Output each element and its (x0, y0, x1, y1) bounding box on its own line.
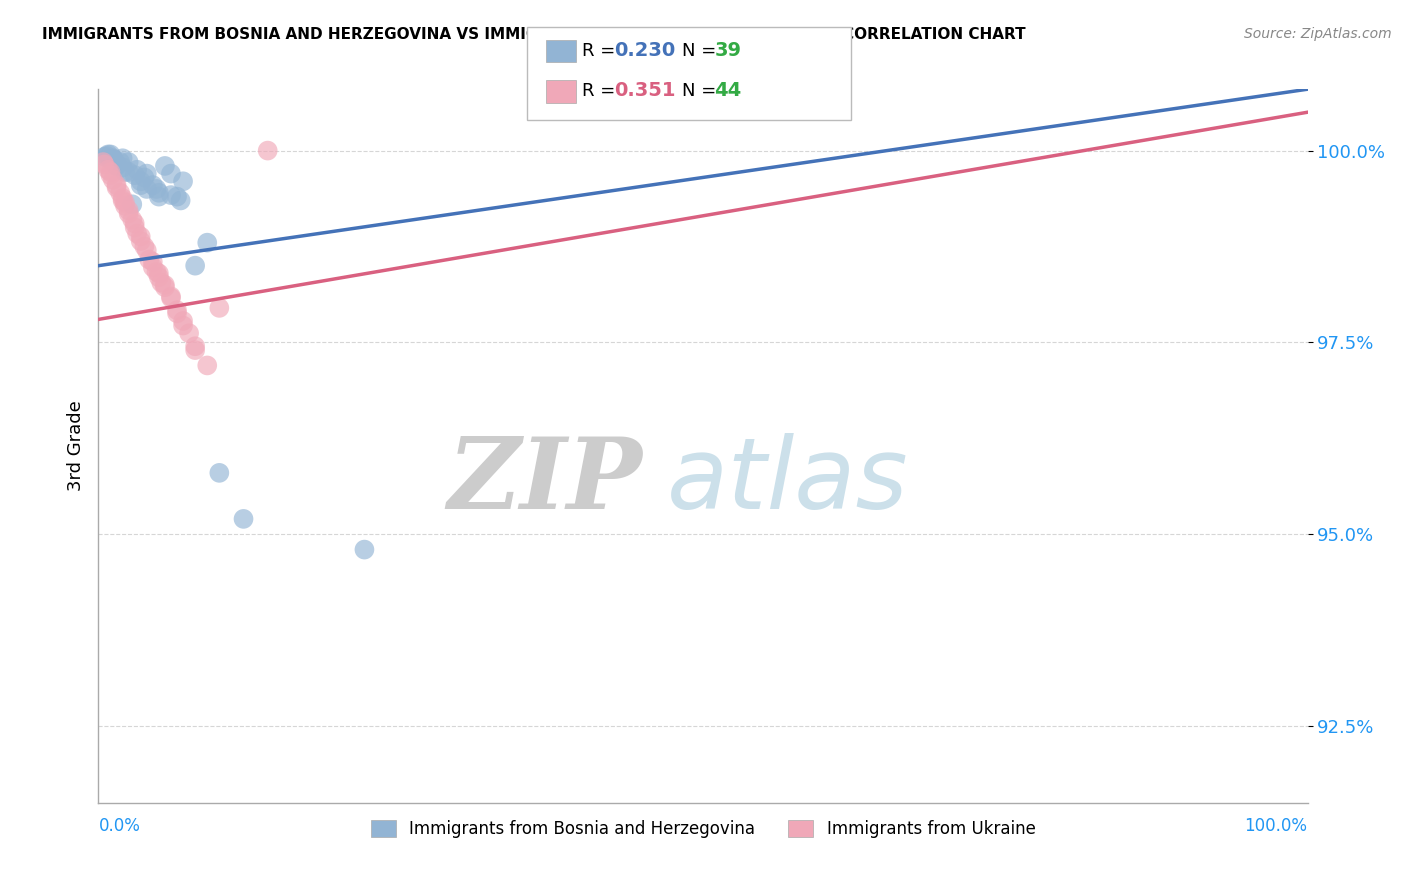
Point (169, 194, 191, 208)
Point (148, 186, 170, 200)
Point (142, 255, 165, 269)
Point (160, 167, 183, 181)
Y-axis label: 3rd Grade: 3rd Grade (66, 401, 84, 491)
Point (124, 220, 146, 235)
Point (108, 155, 131, 169)
Point (105, 159, 128, 173)
Point (97, 162, 120, 177)
Point (114, 195, 136, 210)
Point (195, 235, 218, 250)
Point (172, 314, 194, 328)
Point (100, 168, 122, 182)
Point (145, 265, 167, 279)
Point (134, 170, 156, 185)
Point (184, 259, 207, 273)
Text: ZIP: ZIP (447, 434, 643, 530)
Point (111, 161, 134, 175)
Point (184, 343, 207, 357)
Point (166, 306, 188, 320)
Point (114, 199, 136, 213)
Point (138, 252, 160, 267)
Point (129, 178, 152, 193)
Point (93, 157, 115, 171)
Point (353, 542, 375, 557)
Point (127, 227, 149, 241)
Point (148, 266, 170, 280)
Point (105, 157, 128, 171)
Text: R =: R = (582, 42, 621, 60)
Point (124, 217, 146, 231)
Point (93, 150, 115, 164)
Point (135, 244, 157, 258)
Point (160, 188, 183, 202)
Point (101, 151, 124, 165)
Point (118, 155, 141, 169)
Point (142, 260, 165, 275)
Point (118, 203, 141, 218)
Point (111, 194, 134, 208)
Point (100, 147, 122, 161)
Point (118, 165, 141, 179)
Text: 0.230: 0.230 (614, 41, 676, 61)
Text: R =: R = (582, 82, 621, 100)
Point (208, 466, 231, 480)
Point (148, 270, 170, 285)
Point (105, 178, 128, 193)
Point (124, 168, 146, 182)
Point (195, 359, 218, 373)
Point (148, 189, 170, 203)
Point (118, 206, 141, 220)
Point (108, 186, 131, 200)
Point (129, 174, 152, 188)
Point (232, 512, 254, 526)
Point (103, 153, 125, 167)
Text: 0.0%: 0.0% (98, 817, 141, 835)
Point (160, 291, 183, 305)
Point (121, 197, 143, 211)
Point (105, 157, 128, 171)
Text: Source: ZipAtlas.com: Source: ZipAtlas.com (1244, 27, 1392, 41)
Point (101, 173, 124, 187)
Point (160, 289, 183, 303)
Point (111, 191, 134, 205)
Text: 0.351: 0.351 (614, 81, 676, 101)
Point (114, 165, 136, 179)
Point (105, 180, 128, 194)
Point (256, 144, 278, 158)
Point (129, 229, 152, 244)
Point (153, 280, 176, 294)
Text: atlas: atlas (666, 434, 908, 530)
Point (91, 155, 114, 169)
Legend: Immigrants from Bosnia and Herzegovina, Immigrants from Ukraine: Immigrants from Bosnia and Herzegovina, … (364, 813, 1042, 845)
Text: N =: N = (682, 82, 721, 100)
Text: 39: 39 (714, 41, 741, 61)
Text: IMMIGRANTS FROM BOSNIA AND HERZEGOVINA VS IMMIGRANTS FROM UKRAINE 3RD GRADE CORR: IMMIGRANTS FROM BOSNIA AND HERZEGOVINA V… (42, 27, 1026, 42)
Text: 100.0%: 100.0% (1244, 817, 1308, 835)
Point (184, 339, 207, 353)
Point (150, 276, 173, 290)
Point (96, 149, 118, 163)
Point (153, 159, 176, 173)
Point (135, 182, 157, 196)
Point (142, 178, 165, 193)
Point (135, 167, 157, 181)
Point (208, 301, 231, 315)
Point (134, 239, 156, 253)
Point (153, 277, 176, 292)
Point (129, 234, 152, 248)
Point (145, 182, 167, 196)
Point (100, 153, 122, 167)
Point (166, 189, 188, 203)
Point (127, 162, 149, 177)
Point (172, 174, 194, 188)
Point (97, 147, 120, 161)
Text: 44: 44 (714, 81, 741, 101)
Point (172, 318, 194, 333)
Text: N =: N = (682, 42, 721, 60)
Point (121, 212, 143, 227)
Point (100, 165, 122, 179)
Point (179, 326, 201, 341)
Point (111, 151, 134, 165)
Point (166, 303, 188, 318)
